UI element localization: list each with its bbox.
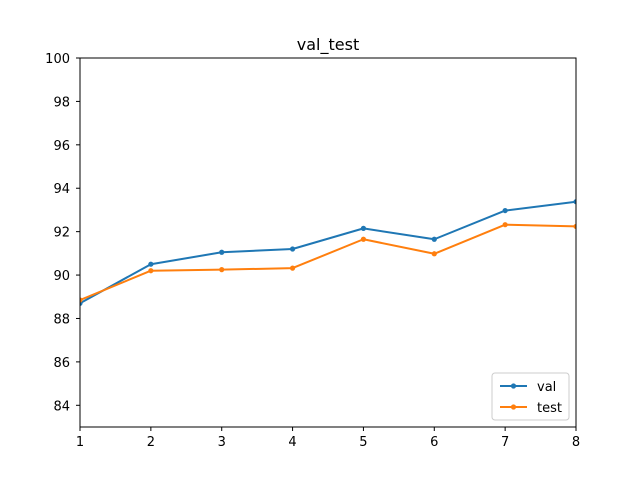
- x-tick-label: 4: [288, 435, 296, 450]
- y-tick-label: 100: [45, 52, 70, 67]
- data-point-val: [148, 261, 154, 267]
- data-point-val: [219, 249, 225, 255]
- x-tick-label: 7: [501, 435, 509, 450]
- data-point-val: [502, 207, 508, 214]
- y-tick-label: 90: [53, 269, 70, 284]
- data-point-test: [573, 223, 576, 230]
- data-point-test: [431, 251, 437, 257]
- legend-label-val: val: [537, 380, 556, 395]
- data-point-test: [148, 268, 154, 274]
- x-tick-label: 1: [76, 435, 84, 450]
- y-tick-label: 94: [53, 182, 70, 197]
- x-tick-label: 2: [147, 435, 155, 450]
- data-point-test: [502, 222, 508, 228]
- y-tick-label: 98: [53, 95, 70, 110]
- data-point-val: [431, 236, 437, 242]
- series-line-val: [80, 200, 576, 305]
- legend: val test: [491, 372, 570, 421]
- series-line-test: [80, 223, 576, 301]
- series-test: [80, 222, 576, 303]
- data-point-test: [80, 297, 83, 303]
- y-tick-label: 92: [53, 226, 70, 241]
- y-tick-label: 88: [53, 312, 70, 327]
- y-tick-label: 84: [53, 399, 70, 414]
- x-tick-label: 8: [572, 435, 580, 450]
- data-point-val: [360, 225, 367, 231]
- legend-marker-test: [510, 404, 517, 410]
- legend-label-test: test: [537, 401, 562, 416]
- plot-frame: [79, 57, 577, 428]
- x-tick-label: 3: [218, 435, 226, 450]
- data-point-val: [289, 246, 296, 252]
- data-point-val: [573, 199, 576, 205]
- x-tick-label: 5: [359, 435, 367, 450]
- x-tick-label: 6: [430, 435, 438, 450]
- data-point-test: [219, 267, 225, 273]
- y-tick-label: 86: [53, 356, 70, 371]
- legend-marker-val: [510, 383, 517, 389]
- chart-title: val_test: [297, 35, 359, 55]
- series-val: [80, 199, 576, 306]
- y-tick-label: 96: [53, 139, 70, 154]
- data-point-test: [289, 265, 296, 271]
- data-point-test: [360, 236, 367, 242]
